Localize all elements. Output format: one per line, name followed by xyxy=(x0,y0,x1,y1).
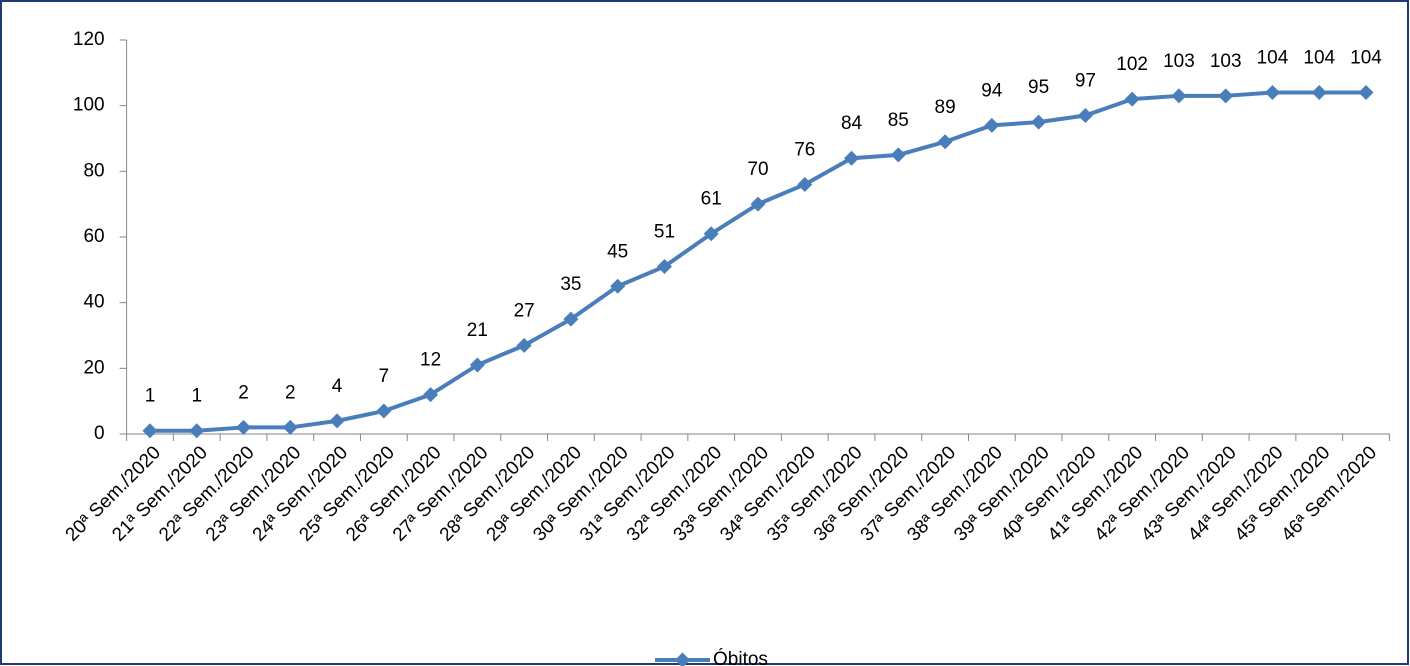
data-label: 103 xyxy=(1163,51,1195,72)
point-marker xyxy=(937,134,953,150)
data-label: 76 xyxy=(794,139,815,160)
y-tick-label: 20 xyxy=(83,357,104,378)
point-marker xyxy=(1077,108,1093,124)
point-marker xyxy=(656,259,672,275)
y-tick-label: 60 xyxy=(83,226,104,247)
point-marker xyxy=(844,150,860,166)
point-marker xyxy=(236,419,252,435)
data-label: 27 xyxy=(514,300,535,321)
point-marker xyxy=(1218,88,1234,104)
point-marker xyxy=(1031,114,1047,130)
point-marker xyxy=(1264,85,1280,101)
point-marker xyxy=(282,419,298,435)
point-marker xyxy=(329,413,345,429)
data-label: 2 xyxy=(285,382,296,403)
data-label: 89 xyxy=(935,97,956,118)
data-label: 104 xyxy=(1350,48,1382,69)
data-label: 4 xyxy=(332,376,343,397)
data-label: 45 xyxy=(607,241,628,262)
data-label: 85 xyxy=(888,110,909,131)
point-marker xyxy=(376,403,392,419)
data-label: 12 xyxy=(420,350,441,371)
data-label: 61 xyxy=(701,189,722,210)
data-label: 104 xyxy=(1303,48,1335,69)
data-label: 70 xyxy=(747,159,768,180)
point-marker xyxy=(563,311,579,327)
point-marker xyxy=(1311,85,1327,101)
point-marker xyxy=(189,423,205,439)
data-label: 94 xyxy=(981,80,1003,101)
data-label: 102 xyxy=(1116,54,1148,75)
data-label: 95 xyxy=(1028,77,1049,98)
data-label: 103 xyxy=(1210,51,1242,72)
legend-marker xyxy=(675,652,690,666)
data-label: 21 xyxy=(467,320,488,341)
data-label: 1 xyxy=(191,386,202,407)
y-tick-label: 40 xyxy=(83,292,104,313)
y-tick-label: 100 xyxy=(73,95,105,116)
y-tick-label: 0 xyxy=(94,423,105,444)
point-marker xyxy=(469,357,485,373)
y-tick-label: 80 xyxy=(83,160,104,181)
point-marker xyxy=(1124,91,1140,107)
y-tick-label: 120 xyxy=(73,29,105,50)
point-marker xyxy=(1171,88,1187,104)
data-label: 35 xyxy=(560,274,581,295)
point-marker xyxy=(797,176,813,192)
point-marker xyxy=(1358,85,1374,101)
data-label: 84 xyxy=(841,113,863,134)
point-marker xyxy=(750,196,766,212)
data-label: 1 xyxy=(145,386,156,407)
point-marker xyxy=(703,226,719,242)
point-marker xyxy=(610,278,626,294)
point-marker xyxy=(516,337,532,353)
point-marker xyxy=(984,117,1000,133)
data-label: 97 xyxy=(1075,71,1096,92)
data-label: 104 xyxy=(1257,48,1289,69)
data-label: 2 xyxy=(238,382,249,403)
data-label: 51 xyxy=(654,222,675,243)
point-marker xyxy=(890,147,906,163)
point-marker xyxy=(142,423,158,439)
point-marker xyxy=(423,387,439,403)
data-label: 7 xyxy=(379,366,390,387)
legend-label: Óbitos xyxy=(713,648,768,666)
